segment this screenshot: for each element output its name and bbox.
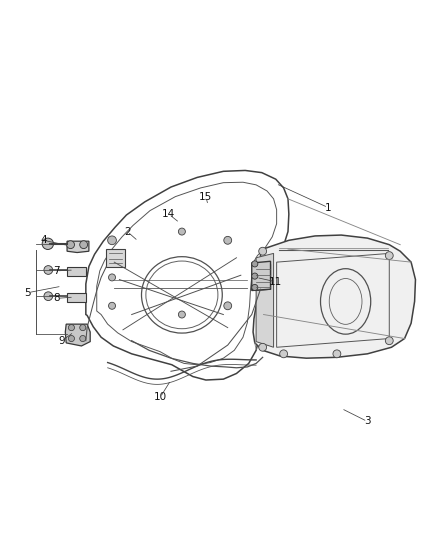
Circle shape — [224, 302, 232, 310]
Text: 7: 7 — [53, 266, 60, 276]
Circle shape — [44, 292, 53, 301]
Circle shape — [280, 350, 288, 358]
Circle shape — [259, 343, 267, 351]
Text: 2: 2 — [124, 227, 131, 237]
Circle shape — [109, 302, 116, 309]
Circle shape — [178, 311, 185, 318]
Circle shape — [108, 236, 117, 245]
Polygon shape — [65, 324, 90, 346]
Text: 15: 15 — [199, 192, 212, 201]
Polygon shape — [67, 266, 86, 276]
Polygon shape — [67, 293, 86, 302]
Circle shape — [80, 335, 86, 342]
Text: 4: 4 — [40, 235, 47, 245]
Circle shape — [80, 325, 86, 330]
Text: 8: 8 — [53, 293, 60, 303]
Circle shape — [224, 236, 232, 244]
Circle shape — [385, 337, 393, 345]
Text: 9: 9 — [59, 336, 65, 346]
Circle shape — [259, 247, 267, 255]
Text: 5: 5 — [25, 288, 31, 298]
Polygon shape — [256, 253, 274, 348]
Polygon shape — [255, 264, 271, 290]
Circle shape — [68, 325, 74, 330]
Circle shape — [333, 350, 341, 358]
Circle shape — [68, 335, 74, 342]
Circle shape — [385, 252, 393, 260]
Circle shape — [178, 228, 185, 235]
Polygon shape — [106, 249, 125, 266]
Text: 1: 1 — [325, 203, 332, 213]
Circle shape — [252, 273, 258, 279]
Circle shape — [80, 241, 88, 248]
Circle shape — [252, 285, 258, 290]
Circle shape — [252, 261, 258, 267]
Text: 3: 3 — [364, 416, 371, 426]
Circle shape — [44, 265, 53, 274]
Polygon shape — [253, 235, 416, 358]
Polygon shape — [252, 261, 271, 290]
Text: 14: 14 — [162, 209, 175, 219]
Text: 11: 11 — [269, 277, 283, 287]
Polygon shape — [67, 241, 89, 253]
Circle shape — [109, 274, 116, 281]
Circle shape — [42, 238, 53, 249]
Text: 10: 10 — [153, 392, 166, 402]
Circle shape — [67, 241, 74, 248]
